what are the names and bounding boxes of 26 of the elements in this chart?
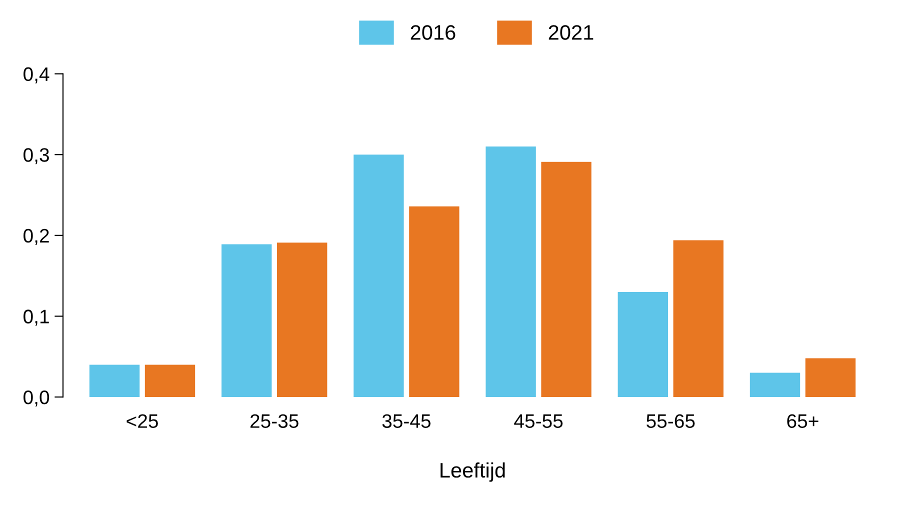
bar — [354, 154, 404, 398]
bar — [750, 372, 800, 398]
bar — [276, 242, 328, 398]
bar — [144, 364, 196, 398]
bar — [222, 244, 272, 398]
x-tick-label: 45-55 — [514, 414, 563, 428]
bar — [618, 292, 668, 398]
legend-label: 2021 — [548, 25, 594, 40]
x-tick-label: 55-65 — [646, 414, 695, 428]
y-tick-label: 0,4 — [24, 67, 50, 84]
x-tick-label: 25-35 — [250, 414, 298, 428]
y-tick-label: 0,0 — [24, 390, 50, 407]
x-tick-label: 65+ — [787, 414, 818, 428]
x-axis-title: Leeftijd — [440, 462, 505, 482]
y-tick-label: 0,2 — [24, 228, 49, 245]
bar — [805, 358, 856, 398]
x-tick-label: <25 — [126, 414, 158, 428]
bar — [486, 146, 536, 398]
bar — [673, 240, 724, 398]
legend-label: 2016 — [410, 25, 456, 40]
bar — [89, 364, 140, 398]
y-tick-label: 0,1 — [24, 310, 49, 326]
bar — [409, 206, 460, 398]
y-tick-label: 0,3 — [24, 148, 49, 164]
x-tick-label: 35-45 — [382, 414, 431, 428]
bar — [541, 162, 592, 398]
